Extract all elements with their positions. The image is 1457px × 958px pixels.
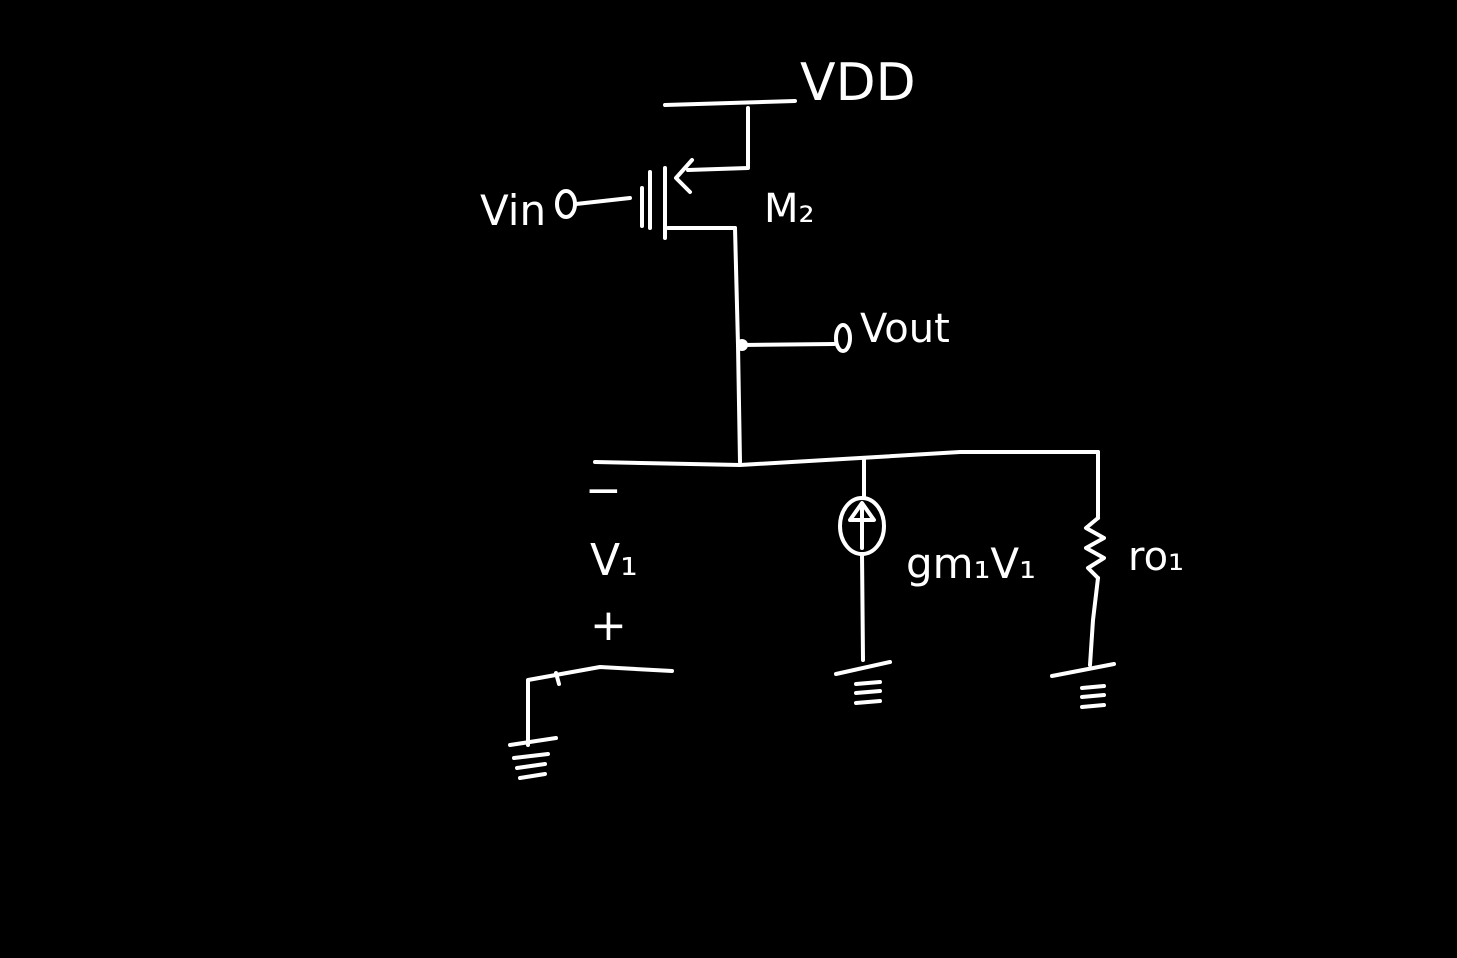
gm-source-label: gm₁V₁ (906, 539, 1036, 588)
vout-label: Vout (860, 306, 950, 352)
v1-plus-label: + (590, 600, 627, 651)
vdd-rail (663, 99, 797, 107)
bottom-bus (593, 450, 1100, 467)
vdd-label: VDD (800, 53, 916, 113)
m2-label: M₂ (764, 186, 815, 232)
resistor-icon (1084, 450, 1106, 667)
ground-icon (834, 660, 892, 705)
vin-terminal (555, 189, 632, 219)
v1-ground-wire (526, 665, 674, 747)
v1-label: V₁ (590, 535, 638, 586)
vin-label: Vin (480, 186, 546, 235)
ground-icon (508, 736, 558, 780)
ground-icon (1050, 662, 1116, 709)
current-source-icon (838, 456, 886, 662)
vout-node (736, 323, 852, 353)
pmos-transistor-icon (640, 106, 750, 240)
v1-minus-label: − (585, 465, 622, 516)
ro-label: ro₁ (1128, 534, 1184, 580)
